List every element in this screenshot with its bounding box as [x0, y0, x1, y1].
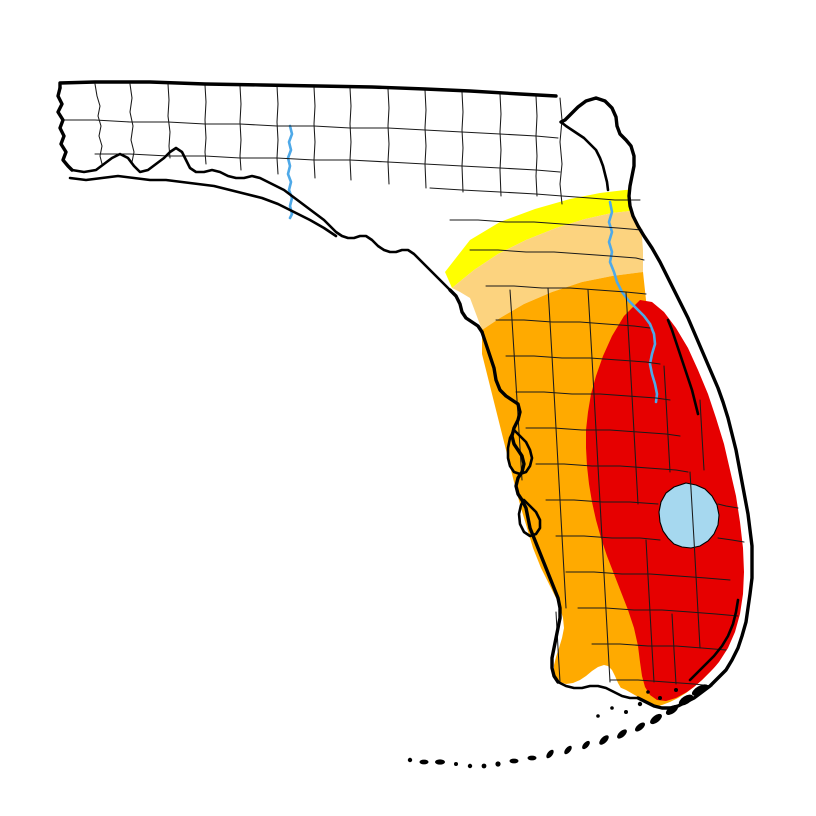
southwest-coast-islands	[556, 680, 640, 700]
south-coast-florida-bay	[559, 96, 754, 710]
big-bend-coast	[448, 288, 484, 334]
county-boundaries	[61, 83, 745, 687]
west-coast-peninsula	[480, 330, 562, 684]
florida-keys	[407, 684, 709, 769]
st-johns-river	[607, 200, 659, 404]
zone-d1-moderate-drought	[452, 210, 643, 330]
rivers-layer	[286, 124, 659, 404]
panhandle-barrier-islands	[68, 174, 338, 238]
charlotte-harbor	[517, 498, 542, 538]
panhandle-gulf-coast	[70, 146, 452, 292]
lake-okeechobee	[658, 482, 720, 549]
northeast-coast-inlets	[559, 120, 610, 192]
west-panhandle-border	[56, 86, 74, 172]
apalachicola-river	[286, 124, 294, 220]
northern-border	[58, 80, 558, 98]
tampa-bay	[506, 428, 534, 476]
southeast-coast-detail	[688, 598, 740, 682]
indian-river-lagoon	[666, 318, 700, 416]
state-outline-layer	[56, 80, 754, 769]
zone-d0-abnormally-dry	[445, 189, 640, 288]
